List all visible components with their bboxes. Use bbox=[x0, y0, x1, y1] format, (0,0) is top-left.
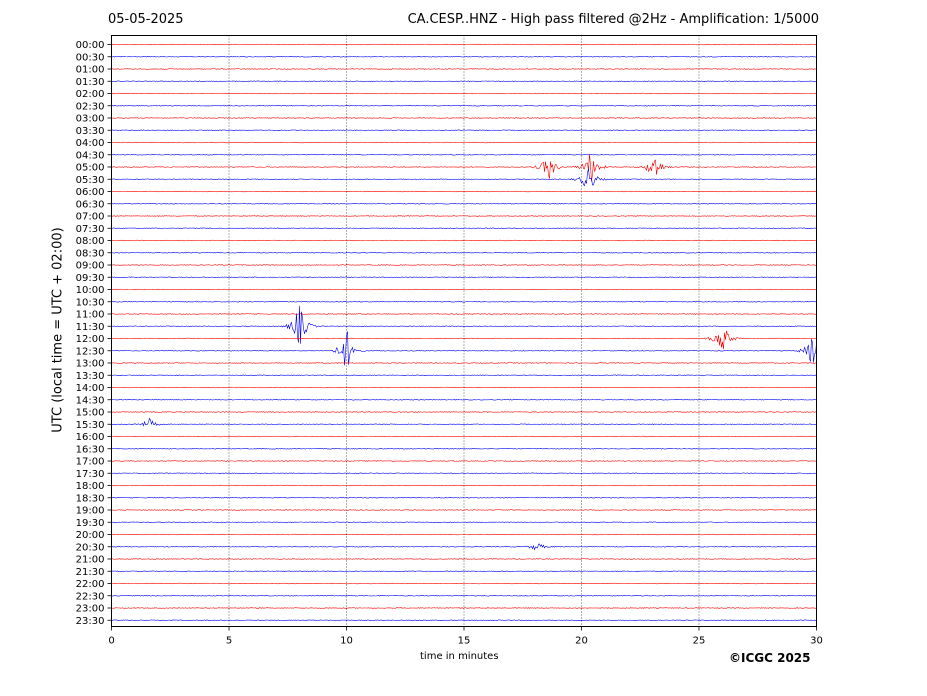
trace-row-1200 bbox=[111, 330, 817, 350]
trace-row-1400 bbox=[111, 386, 817, 389]
y-tick-label: 00:30 bbox=[76, 52, 105, 63]
trace-row-0930 bbox=[111, 276, 817, 278]
trace-row-1700 bbox=[111, 460, 817, 462]
trace-row-1630 bbox=[111, 448, 817, 450]
trace-row-2130 bbox=[111, 570, 817, 572]
y-tick-label: 19:00 bbox=[76, 506, 105, 517]
trace-row-2200 bbox=[111, 582, 817, 585]
y-tick-label: 10:30 bbox=[76, 297, 105, 308]
y-tick-label: 04:00 bbox=[76, 138, 105, 149]
x-tick-label: 5 bbox=[226, 636, 232, 647]
plot-frame bbox=[111, 35, 817, 627]
chart-title: CA.CESP..HNZ - High pass filtered @2Hz -… bbox=[407, 12, 819, 27]
y-tick-label: 08:30 bbox=[76, 248, 105, 259]
y-tick-label: 19:30 bbox=[76, 518, 105, 529]
y-tick-label: 04:30 bbox=[76, 150, 105, 161]
y-tick-label: 13:30 bbox=[76, 371, 105, 382]
trace-row-0430 bbox=[111, 154, 817, 156]
trace-row-2000 bbox=[111, 533, 817, 536]
y-tick-label: 02:00 bbox=[76, 89, 105, 100]
x-axis-ticks: 0 5 10 15 20 25 30 bbox=[108, 626, 823, 647]
y-tick-label: 13:00 bbox=[76, 359, 105, 370]
trace-row-0300 bbox=[111, 117, 817, 119]
trace-row-2300 bbox=[111, 607, 817, 609]
trace-row-0500 bbox=[111, 153, 817, 182]
x-tick-label: 20 bbox=[575, 636, 588, 647]
y-tick-label: 05:30 bbox=[76, 175, 105, 186]
y-tick-label: 18:00 bbox=[76, 481, 105, 492]
trace-row-2230 bbox=[111, 595, 817, 597]
y-tick-label: 08:00 bbox=[76, 236, 105, 247]
trace-row-0400 bbox=[111, 141, 817, 144]
y-tick-label: 07:30 bbox=[76, 224, 105, 235]
y-tick-label: 16:00 bbox=[76, 432, 105, 443]
y-tick-label: 15:30 bbox=[76, 420, 105, 431]
y-tick-label: 14:30 bbox=[76, 395, 105, 406]
trace-row-1600 bbox=[111, 435, 817, 438]
trace-row-0830 bbox=[111, 252, 817, 254]
y-tick-label: 01:00 bbox=[76, 65, 105, 76]
trace-row-1130 bbox=[111, 305, 817, 344]
trace-row-0530 bbox=[111, 168, 817, 187]
y-tick-label: 03:30 bbox=[76, 126, 105, 137]
x-tick-label: 0 bbox=[108, 636, 114, 647]
y-tick-label: 09:00 bbox=[76, 261, 105, 272]
trace-row-0330 bbox=[111, 129, 817, 132]
y-tick-label: 10:00 bbox=[76, 285, 105, 296]
y-tick-label: 21:00 bbox=[76, 555, 105, 566]
y-tick-label: 22:00 bbox=[76, 579, 105, 590]
trace-row-2330 bbox=[111, 619, 817, 621]
y-tick-label: 01:30 bbox=[76, 77, 105, 88]
y-tick-label: 09:30 bbox=[76, 273, 105, 284]
y-tick-label: 21:30 bbox=[76, 567, 105, 578]
y-tick-label: 23:30 bbox=[76, 616, 105, 627]
trace-row-1530 bbox=[111, 417, 817, 427]
y-tick-label: 20:30 bbox=[76, 542, 105, 553]
y-tick-label: 06:00 bbox=[76, 187, 105, 198]
trace-row-1730 bbox=[111, 472, 817, 474]
trace-row-0900 bbox=[111, 264, 817, 266]
y-tick-label: 02:30 bbox=[76, 101, 105, 112]
y-tick-label: 12:00 bbox=[76, 334, 105, 345]
y-tick-label: 11:30 bbox=[76, 322, 105, 333]
trace-row-1000 bbox=[111, 288, 817, 291]
y-tick-label: 06:30 bbox=[76, 199, 105, 210]
time-gridlines bbox=[228, 35, 700, 627]
trace-row-0230 bbox=[111, 105, 817, 107]
y-tick-label: 14:00 bbox=[76, 383, 105, 394]
x-tick-label: 10 bbox=[340, 636, 353, 647]
x-tick-label: 15 bbox=[458, 636, 471, 647]
y-tick-label: 16:30 bbox=[76, 444, 105, 455]
date-label: 05-05-2025 bbox=[108, 12, 184, 27]
y-tick-label: 20:00 bbox=[76, 530, 105, 541]
x-tick-label: 25 bbox=[693, 636, 706, 647]
trace-row-1500 bbox=[111, 411, 817, 413]
y-tick-label: 05:00 bbox=[76, 163, 105, 174]
y-tick-label: 03:00 bbox=[76, 114, 105, 125]
y-tick-label: 23:00 bbox=[76, 604, 105, 615]
trace-row-1100 bbox=[111, 313, 817, 315]
trace-row-1430 bbox=[111, 399, 817, 401]
y-tick-label: 17:00 bbox=[76, 457, 105, 468]
trace-row-1030 bbox=[111, 301, 817, 303]
trace-row-0600 bbox=[111, 190, 817, 193]
y-tick-label: 15:00 bbox=[76, 408, 105, 419]
y-tick-label: 07:00 bbox=[76, 212, 105, 223]
y-tick-label: 17:30 bbox=[76, 469, 105, 480]
trace-row-2100 bbox=[111, 558, 817, 560]
y-tick-label: 00:00 bbox=[76, 40, 105, 51]
y-tick-label: 12:30 bbox=[76, 346, 105, 357]
x-axis-label: time in minutes bbox=[420, 651, 499, 662]
trace-row-2030 bbox=[111, 543, 817, 551]
y-tick-label: 22:30 bbox=[76, 591, 105, 602]
x-tick-label: 30 bbox=[810, 636, 823, 647]
y-tick-label: 11:00 bbox=[76, 310, 105, 321]
y-axis-label: UTC (local time = UTC + 02:00) bbox=[50, 227, 66, 433]
copyright-label: ©ICGC 2025 bbox=[729, 651, 811, 665]
y-tick-label: 18:30 bbox=[76, 493, 105, 504]
